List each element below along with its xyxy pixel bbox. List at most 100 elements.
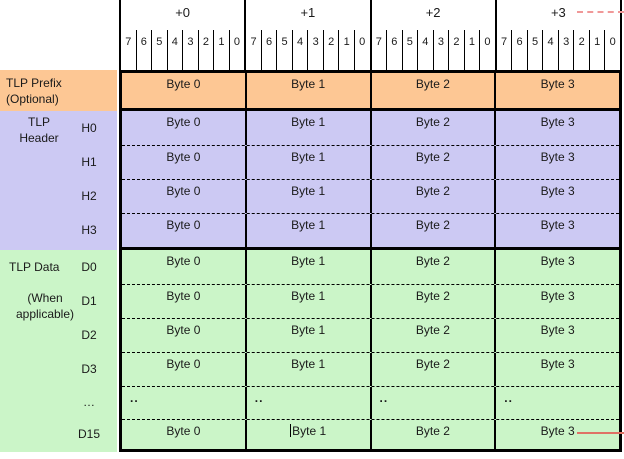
byte-cell: Byte 2 [369, 353, 495, 386]
table-row-d0: Byte 0 Byte 1 Byte 2 Byte 3 [122, 250, 619, 284]
byte-cell: Byte 3 [494, 180, 619, 213]
byte-cell: Byte 2 [369, 285, 495, 318]
byte-cell: Byte 3 [494, 214, 619, 247]
text-cursor [290, 424, 292, 437]
column-offset-label: +1 [300, 5, 316, 20]
header-section-band [0, 111, 117, 250]
byte-cell: Byte 3 [494, 250, 619, 284]
bit-label: 2 [574, 30, 590, 70]
bit-label: 1 [339, 30, 355, 70]
table-row-h0: Byte 0 Byte 1 Byte 2 Byte 3 [122, 111, 619, 145]
row-label-h3: H3 [81, 223, 97, 237]
row-label-h2: H2 [81, 189, 97, 203]
byte-cell: .. [494, 387, 619, 419]
bit-label: 7 [372, 30, 388, 70]
bit-label: 7 [121, 30, 137, 70]
table-row-prefix: Byte 0 Byte 1 Byte 2 Byte 3 [122, 73, 619, 111]
byte-cell: Byte 2 [369, 146, 495, 179]
byte-cell: Byte 3 [494, 319, 619, 352]
data-section-note: (When applicable) [15, 291, 75, 321]
bit-label: 5 [152, 30, 168, 70]
byte-cell: Byte 1 [244, 250, 370, 284]
prefix-section-label: TLP Prefix (Optional) [6, 76, 62, 106]
byte-cell: .. [244, 387, 370, 419]
byte-cell: Byte 3 [494, 73, 619, 108]
bit-label: 2 [324, 30, 340, 70]
byte-cell: Byte 1 [244, 214, 370, 247]
bit-label: 4 [418, 30, 434, 70]
table-row-d3: Byte 0 Byte 1 Byte 2 Byte 3 [122, 352, 619, 386]
row-label-d1: D1 [81, 294, 97, 308]
bit-label: 0 [609, 36, 616, 48]
row-label-d3: D3 [81, 362, 97, 376]
byte-cell: Byte 0 [166, 289, 201, 303]
prefix-section-band [0, 70, 117, 111]
bit-label: 3 [434, 30, 450, 70]
byte-cell: .. [369, 387, 495, 419]
byte-cell: Byte 1 [244, 111, 370, 145]
byte-cell: Byte 2 [369, 420, 495, 449]
row-label-ellipsis: … [83, 395, 95, 409]
byte-cell: Byte 1 [244, 353, 370, 386]
byte-cell: .. [130, 391, 139, 405]
table-row-d2: Byte 0 Byte 1 Byte 2 Byte 3 [122, 318, 619, 352]
data-section-label: TLP Data [9, 260, 60, 274]
top-dashed-annotation-line [577, 11, 624, 13]
byte-cell: Byte 1 [244, 180, 370, 213]
bit-label: 1 [214, 30, 230, 70]
bit-label: 2 [199, 30, 215, 70]
row-label-column: TLP Prefix (Optional) TLP Header H0 H1 H… [0, 70, 119, 452]
bit-label: 5 [528, 30, 544, 70]
bit-label: 4 [293, 30, 309, 70]
data-section-band [0, 250, 117, 452]
byte-cell: Byte 0 [166, 323, 201, 337]
byte-cell: Byte 0 [166, 184, 201, 198]
bit-label: 2 [449, 30, 465, 70]
table-row-ellipsis: .. .. .. .. [122, 386, 619, 419]
byte-cell: Byte 2 [369, 214, 495, 247]
byte-cell: Byte 2 [369, 250, 495, 284]
byte-cell: Byte 1 [244, 285, 370, 318]
bit-label: 1 [465, 30, 481, 70]
bit-label: 6 [387, 30, 403, 70]
bit-label: 3 [183, 30, 199, 70]
row-label-h1: H1 [81, 155, 97, 169]
bit-label: 5 [277, 30, 293, 70]
byte-cell: Byte 0 [166, 218, 201, 232]
bit-label: 6 [262, 30, 278, 70]
table-row-h3: Byte 0 Byte 1 Byte 2 Byte 3 [122, 213, 619, 250]
byte-cell: Byte 2 [369, 111, 495, 145]
bit-label: 3 [308, 30, 324, 70]
byte-cell: Byte 1 [244, 73, 370, 108]
bit-label: 0 [484, 36, 491, 48]
table-row-h2: Byte 0 Byte 1 Byte 2 Byte 3 [122, 179, 619, 213]
row-label-d0: D0 [81, 260, 97, 274]
byte-cell: Byte 0 [166, 115, 201, 129]
byte-cell: Byte 1 [244, 146, 370, 179]
bit-label: 0 [233, 36, 241, 48]
table-row-d15: Byte 0 Byte 1 Byte 2 Byte 3 [122, 419, 619, 449]
byte-cell: Byte 1 [244, 420, 370, 449]
byte-cell: Byte 2 [369, 319, 495, 352]
byte-cell: Byte 0 [166, 150, 201, 164]
byte-cell: Byte 3 [494, 146, 619, 179]
bit-label: 4 [168, 30, 184, 70]
bit-label: 6 [137, 30, 153, 70]
byte-table: Byte 0 Byte 1 Byte 2 Byte 3 Byte 0 Byte … [119, 70, 622, 452]
bit-label: 0 [359, 36, 366, 48]
table-row-h1: Byte 0 Byte 1 Byte 2 Byte 3 [122, 145, 619, 179]
byte-cell: Byte 3 [494, 111, 619, 145]
byte-cell: Byte 2 [369, 73, 495, 108]
column-offset-label: +2 [425, 5, 441, 20]
byte-cell: Byte 1 [244, 319, 370, 352]
column-offset-label: +0 [175, 5, 191, 20]
table-row-d1: Byte 0 Byte 1 Byte 2 Byte 3 [122, 284, 619, 318]
bottom-annotation-line [577, 432, 624, 434]
header-section-label: TLP Header [19, 115, 59, 145]
